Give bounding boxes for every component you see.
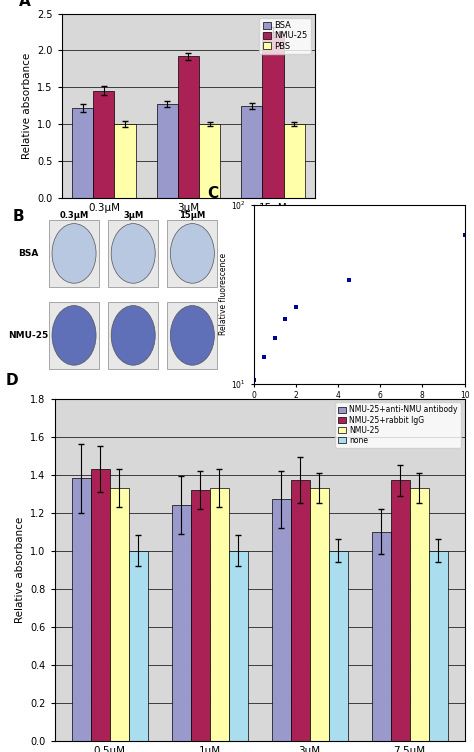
Bar (272, 499, 291, 741)
Y-axis label: Relative absorbance: Relative absorbance (15, 517, 25, 623)
Bar (283, 124, 305, 198)
Bar (191, 490, 210, 741)
Bar (72, 478, 91, 741)
Ellipse shape (52, 223, 96, 284)
Text: 0.3μM: 0.3μM (59, 211, 89, 220)
Bar (328, 550, 347, 741)
Text: B: B (13, 209, 24, 224)
Y-axis label: Relative absorbance: Relative absorbance (21, 53, 32, 159)
Text: C: C (207, 186, 219, 202)
Text: NMU-25: NMU-25 (9, 331, 49, 340)
Bar (93, 91, 114, 198)
X-axis label: NMU-25-rhodamine ( μM ): NMU-25-rhodamine ( μM ) (310, 406, 409, 414)
Bar (210, 488, 228, 741)
Bar (72, 108, 93, 198)
Text: D: D (5, 373, 18, 388)
Ellipse shape (170, 223, 214, 284)
Bar (241, 105, 263, 198)
Ellipse shape (170, 305, 214, 365)
Bar (172, 505, 191, 741)
Y-axis label: Relative fluorescence: Relative fluorescence (219, 253, 228, 335)
Bar (391, 481, 410, 741)
Text: BSA: BSA (18, 249, 39, 258)
Legend: NMU-25+anti-NMU antibody, NMU-25+rabbit IgG, NMU-25, none: NMU-25+anti-NMU antibody, NMU-25+rabbit … (336, 402, 461, 448)
FancyBboxPatch shape (49, 220, 99, 287)
Bar (109, 488, 128, 741)
FancyBboxPatch shape (108, 302, 158, 369)
Bar (410, 488, 428, 741)
Text: A: A (18, 0, 30, 9)
Ellipse shape (52, 305, 96, 365)
Bar (228, 550, 247, 741)
Bar (291, 481, 310, 741)
Ellipse shape (111, 223, 155, 284)
Bar (114, 124, 136, 198)
Bar (263, 32, 283, 198)
FancyBboxPatch shape (167, 302, 218, 369)
Legend: BSA, NMU-25, PBS: BSA, NMU-25, PBS (259, 18, 311, 54)
Bar (372, 532, 391, 741)
Bar (91, 469, 109, 741)
Bar (157, 105, 178, 198)
FancyBboxPatch shape (167, 220, 218, 287)
Text: 3μM: 3μM (123, 211, 143, 220)
Bar (428, 550, 447, 741)
Text: 15μM: 15μM (179, 211, 205, 220)
Bar (199, 124, 220, 198)
FancyBboxPatch shape (108, 220, 158, 287)
Bar (128, 550, 147, 741)
Bar (310, 488, 328, 741)
Bar (178, 56, 199, 198)
Ellipse shape (111, 305, 155, 365)
FancyBboxPatch shape (49, 302, 99, 369)
